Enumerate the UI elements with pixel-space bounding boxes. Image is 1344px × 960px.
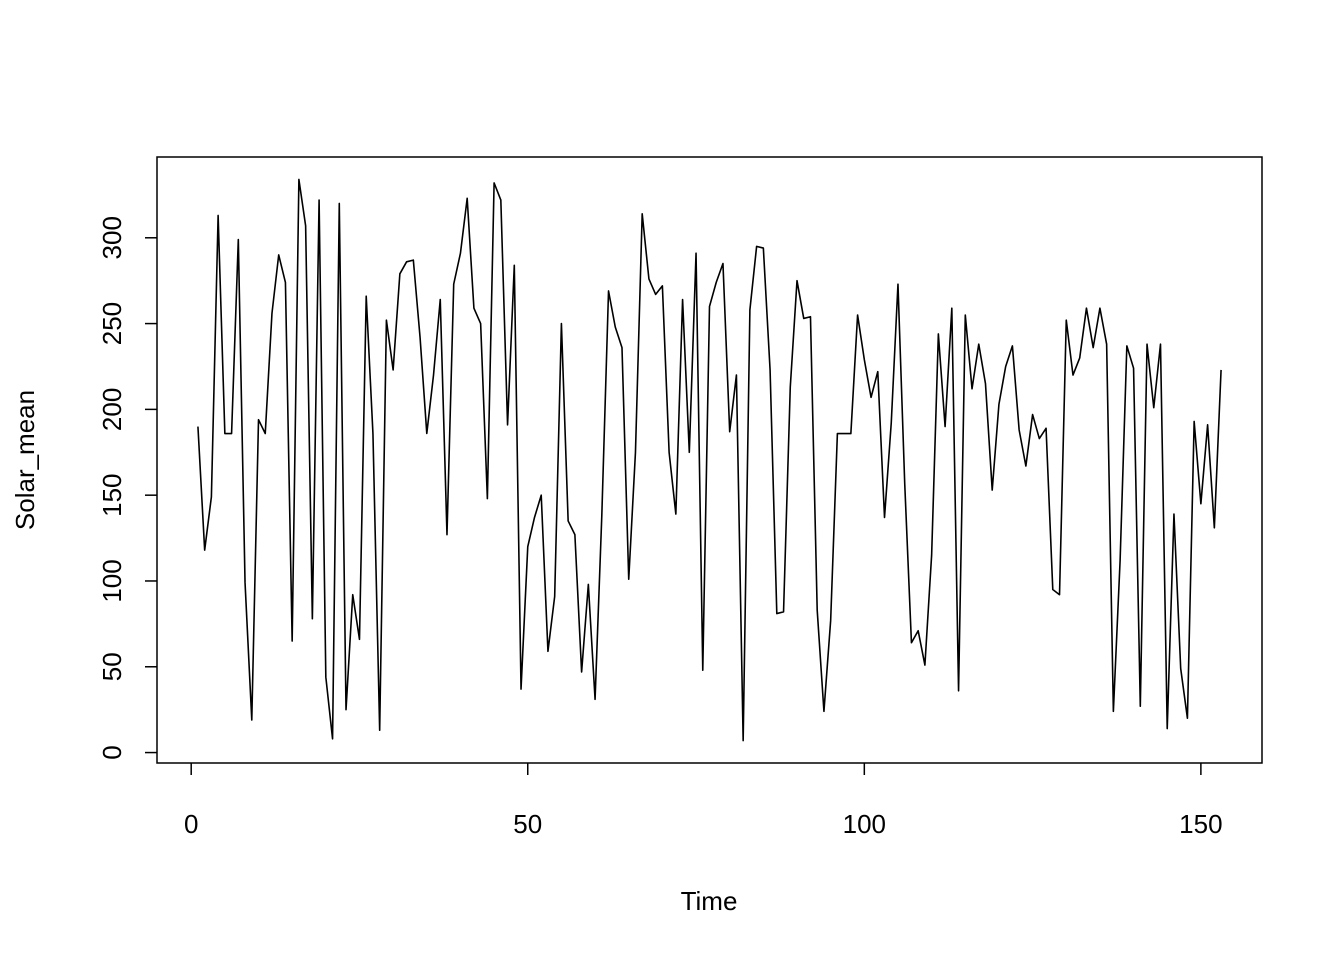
x-tick-label: 50 — [513, 809, 542, 839]
x-tick-label: 150 — [1179, 809, 1222, 839]
y-tick-label: 300 — [97, 216, 127, 259]
y-tick-label: 0 — [97, 745, 127, 759]
x-axis-label: Time — [681, 886, 738, 916]
y-tick-label: 50 — [97, 652, 127, 681]
series-line — [197, 178, 1222, 742]
y-tick-label: 150 — [97, 473, 127, 516]
y-tick-label: 200 — [97, 388, 127, 431]
y-axis-label: Solar_mean — [10, 390, 40, 530]
x-tick-label: 0 — [184, 809, 198, 839]
y-tick-label: 250 — [97, 302, 127, 345]
x-tick-label: 100 — [843, 809, 886, 839]
plot-box — [156, 156, 1263, 764]
y-tick-label: 100 — [97, 559, 127, 602]
